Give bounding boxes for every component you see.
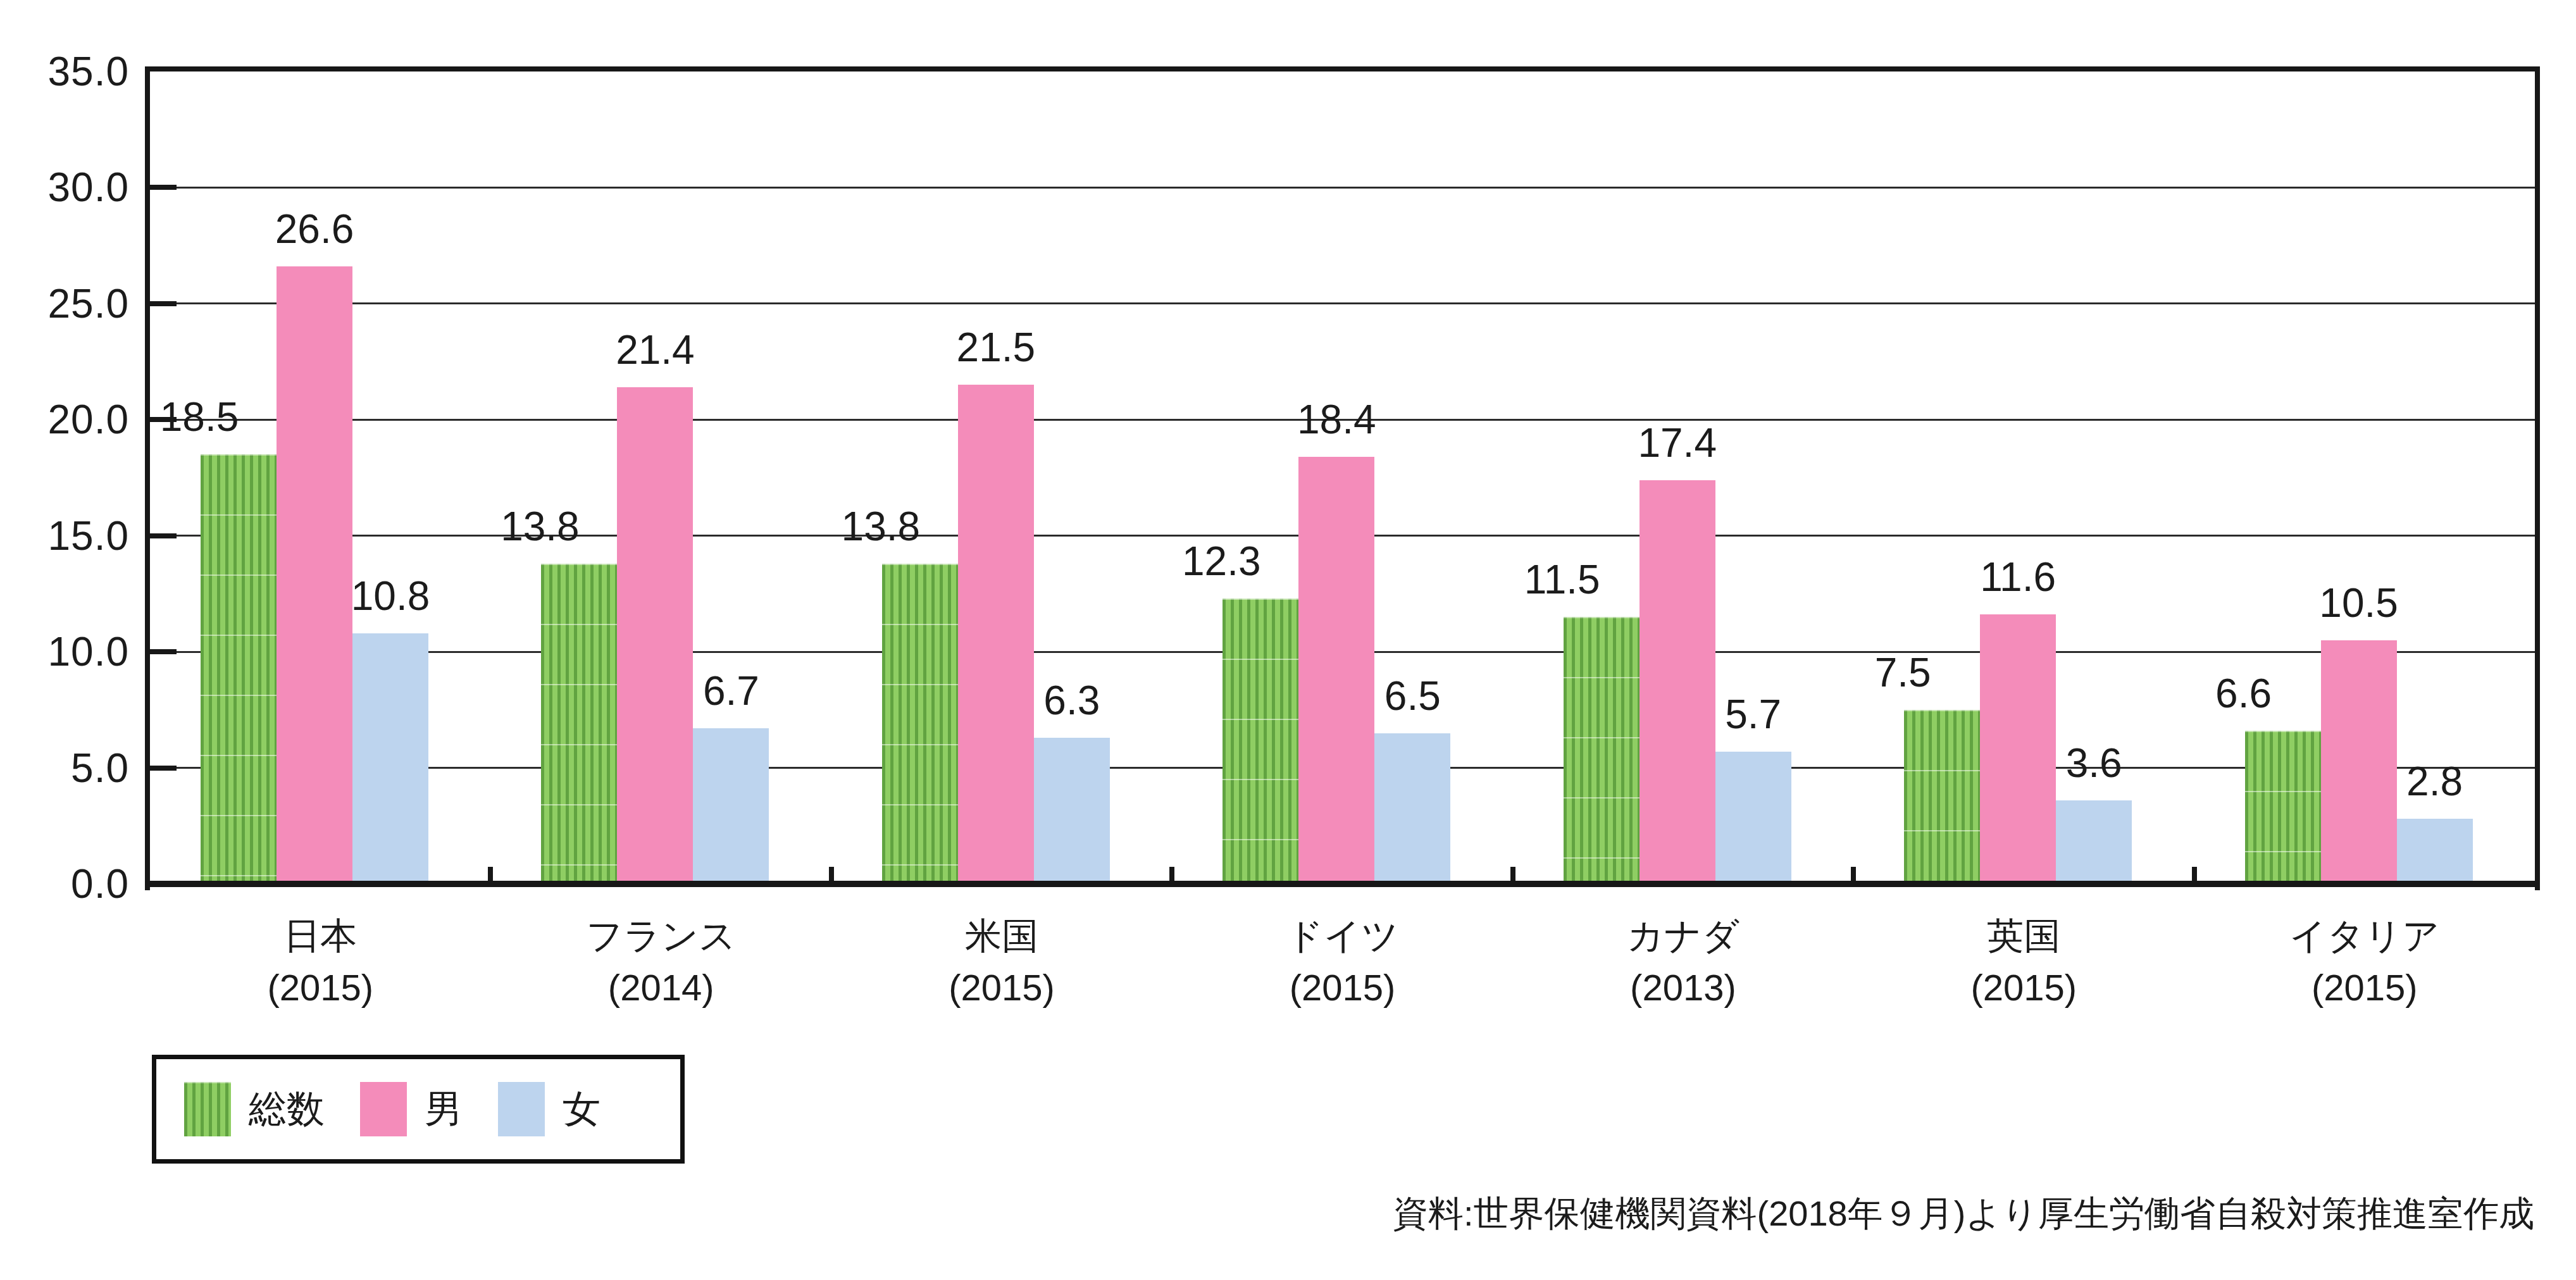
x-axis-label-year: (2015) (831, 962, 1173, 1014)
bar (1715, 752, 1791, 884)
y-tick (150, 533, 177, 538)
bar-value-label: 11.6 (1917, 556, 2119, 598)
x-axis-label: 日本(2015) (149, 910, 491, 1014)
x-axis-label: イタリア(2015) (2194, 910, 2536, 1014)
y-axis-label: 10.0 (0, 630, 129, 673)
legend-swatch (360, 1082, 407, 1136)
bar-value-label: 6.5 (1311, 675, 1514, 717)
bar (2397, 819, 2473, 884)
plot-frame-top (145, 66, 2540, 71)
gridline (150, 302, 2535, 304)
bar (882, 564, 958, 884)
x-axis-label-year: (2015) (2194, 962, 2536, 1014)
y-axis-label: 0.0 (0, 862, 129, 905)
x-axis-label-country: 米国 (831, 910, 1173, 962)
y-axis-label: 25.0 (0, 282, 129, 325)
bar (693, 728, 769, 884)
bar-value-label: 18.4 (1235, 399, 1438, 440)
bar (958, 385, 1034, 884)
x-axis-label-country: 英国 (1853, 910, 2194, 962)
plot-frame-left (145, 66, 150, 890)
x-axis-label-year: (2015) (1172, 962, 1514, 1014)
bar-value-label: 18.5 (98, 396, 301, 438)
legend-swatch (498, 1082, 545, 1136)
x-axis-label-year: (2015) (1853, 962, 2194, 1014)
x-axis-label: ドイツ(2015) (1172, 910, 1514, 1014)
source-note: 資料:世界保健機関資料(2018年９月)より厚生労働省自殺対策推進室作成 (1393, 1193, 2534, 1234)
legend-label: 男 (425, 1090, 463, 1128)
bar-value-label: 6.7 (630, 670, 832, 712)
bar-value-label: 2.8 (2334, 761, 2536, 802)
bar (1374, 733, 1450, 884)
bar-value-label: 26.6 (213, 208, 416, 250)
suicide-rate-bar-chart: 総数 男 女 資料:世界保健機関資料(2018年９月)より厚生労働省自殺対策推進室作… (0, 0, 2576, 1280)
legend-item: 女 (498, 1082, 636, 1136)
legend-item: 男 (360, 1082, 498, 1136)
x-axis-label-year: (2014) (490, 962, 832, 1014)
bar-value-label: 21.4 (554, 329, 756, 371)
bar-value-label: 13.8 (439, 506, 641, 547)
bar-value-label: 10.8 (289, 575, 492, 617)
legend-label: 女 (563, 1090, 600, 1128)
bar-value-label: 6.6 (2143, 673, 2345, 714)
x-axis-label: 英国(2015) (1853, 910, 2194, 1014)
plot-frame-bottom (145, 881, 2540, 887)
y-axis-label: 15.0 (0, 514, 129, 557)
bar-value-label: 3.6 (1993, 742, 2195, 784)
x-axis-label-country: ドイツ (1172, 910, 1514, 962)
legend-item: 総数 (184, 1082, 360, 1136)
bar (1640, 480, 1715, 884)
x-axis-label: 米国(2015) (831, 910, 1173, 1014)
bar (352, 633, 428, 884)
legend-swatch (184, 1082, 231, 1136)
bar-value-label: 11.5 (1461, 559, 1664, 600)
bar (617, 387, 693, 884)
x-axis-label-country: カナダ (1512, 910, 1854, 962)
legend-label: 総数 (249, 1090, 325, 1128)
bar (541, 564, 617, 884)
y-axis-label: 5.0 (0, 747, 129, 790)
x-axis-label-year: (2013) (1512, 962, 1854, 1014)
bar-value-label: 6.3 (971, 680, 1173, 721)
bar (1034, 738, 1110, 884)
bar (1904, 710, 1980, 884)
x-axis-label: フランス(2014) (490, 910, 832, 1014)
bar (1223, 599, 1298, 884)
y-tick (150, 185, 177, 190)
bar (201, 454, 277, 884)
y-axis-label: 35.0 (0, 50, 129, 93)
bar (1564, 617, 1640, 884)
legend: 総数 男 女 (152, 1055, 685, 1164)
bar-value-label: 21.5 (895, 326, 1097, 368)
y-tick (150, 766, 177, 771)
bar-value-label: 17.4 (1576, 422, 1779, 464)
x-axis-label: カナダ(2013) (1512, 910, 1854, 1014)
bar (2056, 800, 2132, 884)
x-axis-label-year: (2015) (149, 962, 491, 1014)
x-axis-label-country: イタリア (2194, 910, 2536, 962)
bar-value-label: 7.5 (1801, 652, 2004, 693)
bar-value-label: 12.3 (1120, 540, 1322, 582)
bar (1298, 457, 1374, 884)
gridline (150, 187, 2535, 189)
bar (2245, 731, 2321, 884)
y-tick (150, 301, 177, 306)
x-axis-label-country: 日本 (149, 910, 491, 962)
y-axis-label: 30.0 (0, 166, 129, 209)
y-tick (150, 649, 177, 654)
bar-value-label: 5.7 (1652, 693, 1855, 735)
bar-value-label: 10.5 (2258, 582, 2460, 624)
bar-value-label: 13.8 (780, 506, 982, 547)
x-axis-label-country: フランス (490, 910, 832, 962)
